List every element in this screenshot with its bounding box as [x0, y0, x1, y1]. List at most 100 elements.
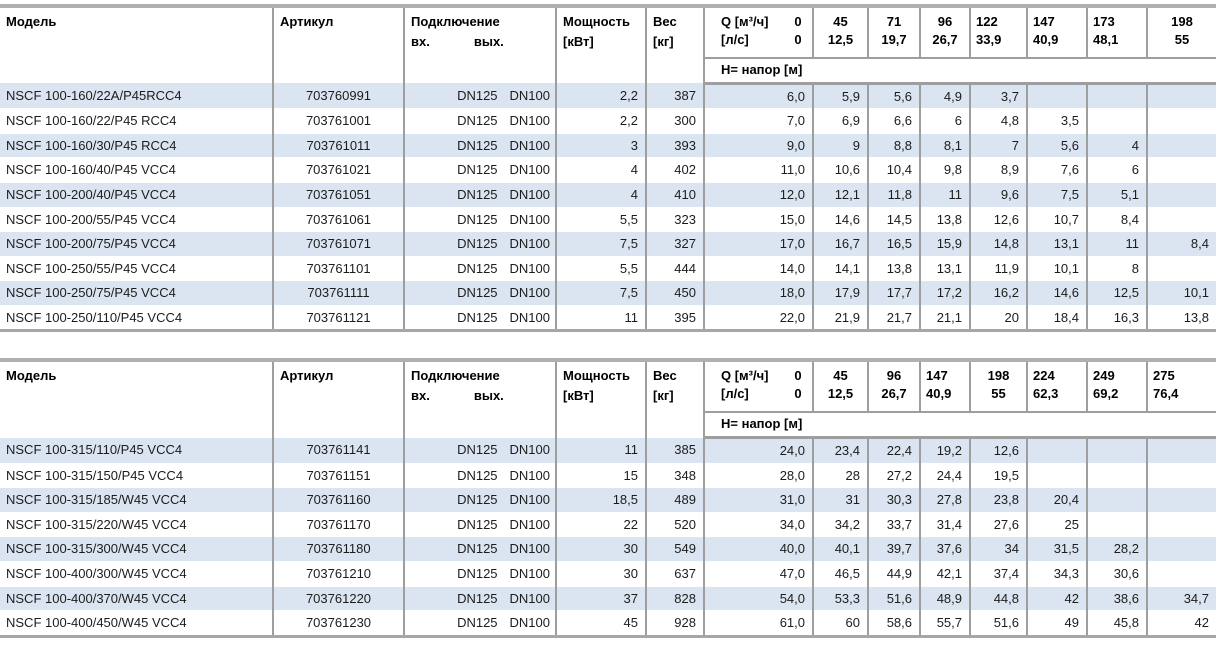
head-value-cell: 14,6 — [1027, 280, 1088, 306]
pump-spec-table-1: Модель Артикул Подключение вх. вых. Мощн… — [0, 4, 1216, 333]
head-value-cell: 28,0 — [704, 463, 814, 489]
head-value-cell: 31 — [813, 487, 869, 513]
head-value-cell: 34,0 — [704, 512, 814, 538]
head-value-cell: 20 — [970, 305, 1028, 333]
col-header-connection: Подключение вх. вых. — [404, 360, 557, 438]
head-value-cell: 17,0 — [704, 231, 814, 257]
head-value-cell: 10,6 — [813, 157, 869, 183]
flow-m3h-value: 45 — [833, 368, 848, 384]
connection-cell: DN125 DN100 — [404, 437, 557, 464]
head-value-cell: 12,0 — [704, 182, 814, 208]
head-value-cell: 47,0 — [704, 561, 814, 587]
power-cell: 30 — [556, 536, 647, 562]
model-cell: NSCF 100-400/370/W45 VCC4 — [0, 586, 274, 612]
head-value-cell — [1087, 83, 1148, 110]
head-value-cell: 13,1 — [1027, 231, 1088, 257]
dn-outlet-value: DN100 — [509, 285, 550, 301]
power-cell: 22 — [556, 512, 647, 538]
head-value-cell: 9,0 — [704, 133, 814, 159]
head-value-cell: 16,5 — [868, 231, 921, 257]
flow-m3h-value: 249 — [1093, 368, 1115, 384]
head-value-cell: 48,9 — [920, 586, 971, 612]
weight-cell: 387 — [646, 83, 705, 110]
head-value-cell: 16,3 — [1087, 305, 1148, 333]
q-m3h-label: Q [м³/ч] — [721, 14, 769, 29]
head-value-cell: 11 — [1087, 231, 1148, 257]
head-value-cell — [1147, 256, 1216, 282]
power-cell: 37 — [556, 586, 647, 612]
head-value-cell: 49 — [1027, 610, 1088, 638]
head-value-cell: 14,5 — [868, 207, 921, 233]
flow-column-header: 96 26,7 — [920, 6, 971, 59]
col-header-model: Модель — [0, 360, 274, 438]
flow-ls-value: 33,9 — [976, 31, 1002, 47]
dn-inlet-value: DN125 — [457, 87, 498, 103]
connection-cell: DN125 DN100 — [404, 182, 557, 208]
head-value-cell: 37,6 — [920, 536, 971, 562]
head-value-cell: 18,0 — [704, 280, 814, 306]
model-cell: NSCF 100-315/185/W45 VCC4 — [0, 487, 274, 513]
head-value-cell: 21,1 — [920, 305, 971, 333]
head-value-cell: 10,1 — [1027, 256, 1088, 282]
connection-cell: DN125 DN100 — [404, 231, 557, 257]
connection-inlet-label: вх. — [411, 388, 430, 404]
flow-ls-value: 19,7 — [881, 31, 907, 47]
col-header-weight: Вес [кг] — [646, 360, 705, 438]
head-value-cell: 10,1 — [1147, 280, 1216, 306]
q-flow0-ls-value: 0 — [794, 386, 802, 402]
head-value-cell: 30,3 — [868, 487, 921, 513]
head-value-cell: 34,2 — [813, 512, 869, 538]
head-value-cell: 42,1 — [920, 561, 971, 587]
head-value-cell: 14,6 — [813, 207, 869, 233]
head-value-cell: 5,1 — [1087, 182, 1148, 208]
head-value-cell: 5,6 — [1027, 133, 1088, 159]
head-value-cell: 51,6 — [868, 586, 921, 612]
head-value-cell: 15,0 — [704, 207, 814, 233]
col-header-flow-q: Q [м³/ч] 0 [л/с] 0 — [704, 6, 814, 59]
weight-cell: 828 — [646, 586, 705, 612]
connection-cell: DN125 DN100 — [404, 108, 557, 134]
table-row: NSCF 100-160/30/P45 RCC4 703761011 DN125 DN… — [0, 133, 1216, 159]
table-row: NSCF 100-315/150/P45 VCC4 703761151 DN125 D… — [0, 463, 1216, 489]
flow-m3h-value: 45 — [833, 14, 848, 29]
model-cell: NSCF 100-250/110/P45 VCC4 — [0, 305, 274, 333]
flow-column-header: 71 19,7 — [868, 6, 921, 59]
head-value-cell: 46,5 — [813, 561, 869, 587]
article-cell: 703761101 — [273, 256, 405, 282]
model-cell: NSCF 100-200/75/P45 VCC4 — [0, 231, 274, 257]
power-cell: 18,5 — [556, 487, 647, 513]
table-row: NSCF 100-160/22A/P45RCC4 703760991 DN125 DN… — [0, 83, 1216, 110]
weight-cell: 300 — [646, 108, 705, 134]
flow-column-header: 147 40,9 — [920, 360, 971, 414]
head-value-cell — [1087, 463, 1148, 489]
head-value-cell: 31,0 — [704, 487, 814, 513]
head-value-cell — [1147, 463, 1216, 489]
table-row: NSCF 100-315/185/W45 VCC4 703761160 DN125 D… — [0, 487, 1216, 513]
dn-inlet-value: DN125 — [457, 285, 498, 301]
power-cell: 15 — [556, 463, 647, 489]
head-value-cell: 24,4 — [920, 463, 971, 489]
head-value-cell: 8 — [1087, 256, 1148, 282]
head-value-cell — [1087, 487, 1148, 513]
table-row: NSCF 100-250/110/P45 VCC4 703761121 DN125 D… — [0, 305, 1216, 333]
weight-cell: 450 — [646, 280, 705, 306]
dn-inlet-value: DN125 — [457, 467, 498, 483]
head-value-cell: 5,9 — [813, 83, 869, 110]
table-row: NSCF 100-200/40/P45 VCC4 703761051 DN125 DN… — [0, 182, 1216, 208]
pump-rows-1: NSCF 100-160/22A/P45RCC4 703760991 DN125 DN… — [0, 83, 1216, 333]
connection-inlet-label: вх. — [411, 33, 430, 49]
table-row: NSCF 100-160/22/P45 RCC4 703761001 DN125 DN… — [0, 108, 1216, 134]
head-value-cell: 12,6 — [970, 437, 1028, 464]
head-value-cell: 21,7 — [868, 305, 921, 333]
power-cell: 11 — [556, 305, 647, 333]
head-value-cell: 34 — [970, 536, 1028, 562]
head-value-cell: 4,9 — [920, 83, 971, 110]
power-cell: 30 — [556, 561, 647, 587]
dn-outlet-value: DN100 — [509, 137, 550, 153]
head-row-label: H= напор [м] — [703, 58, 1216, 85]
dn-outlet-value: DN100 — [509, 516, 550, 532]
flow-ls-value: 48,1 — [1093, 31, 1119, 47]
power-cell: 4 — [556, 157, 647, 183]
pump-table-section-2: Модель Артикул Подключение вх. вых. Мощн… — [0, 358, 1216, 638]
head-value-cell: 24,0 — [704, 437, 814, 464]
